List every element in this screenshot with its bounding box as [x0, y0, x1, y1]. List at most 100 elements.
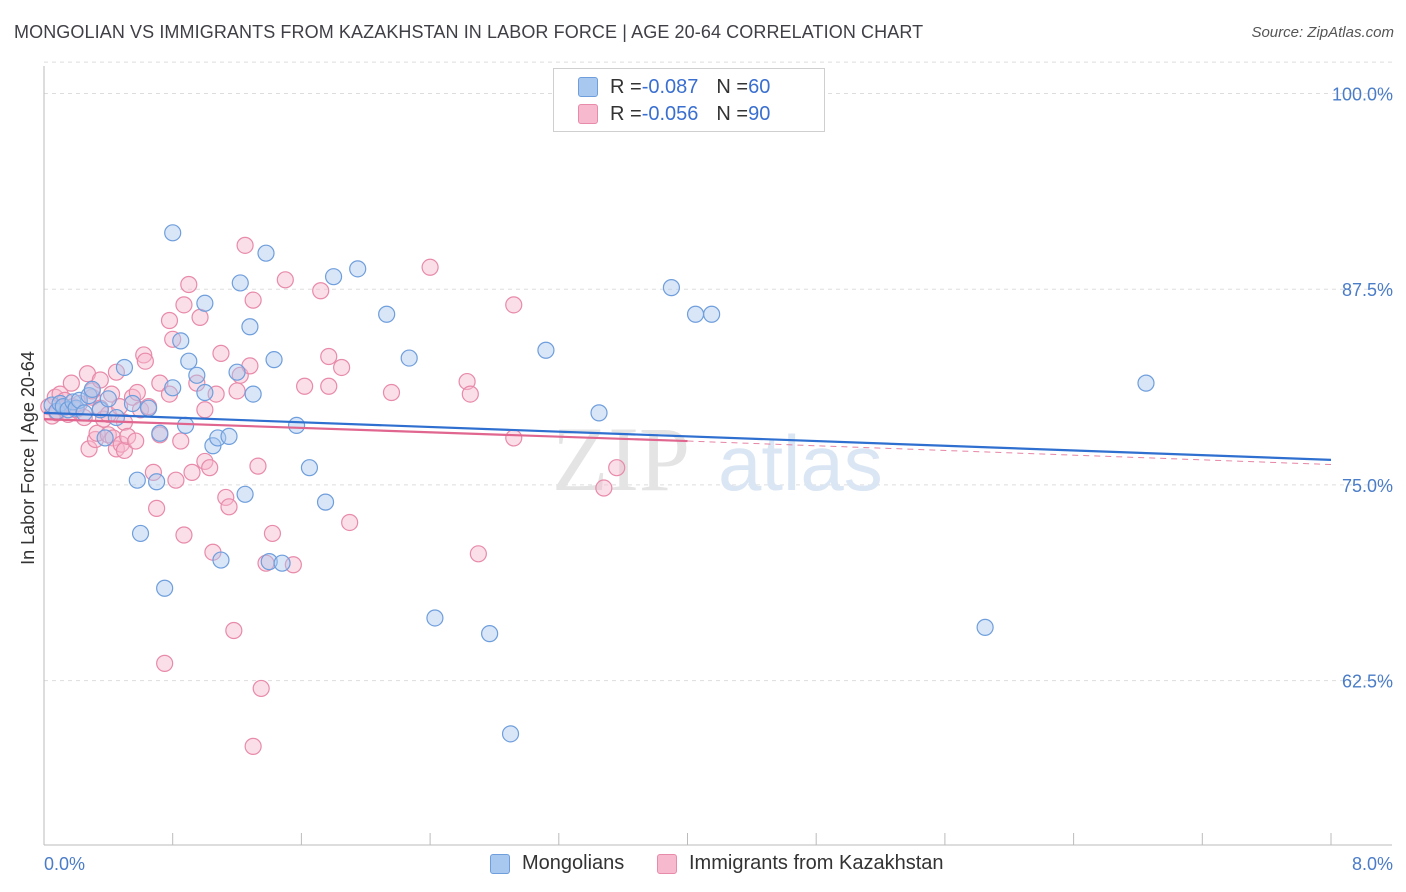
kazakhstan-point: [252, 679, 270, 698]
legend-label-kazakhstan: Immigrants from Kazakhstan: [689, 852, 944, 874]
mongolian-point: [481, 625, 499, 643]
kazakhstan-point: [220, 498, 238, 516]
mongolian-point: [196, 294, 214, 312]
kazakhstan-point: [135, 346, 153, 364]
kazakhstan-point: [183, 463, 201, 481]
mongolian-point: [180, 352, 198, 370]
kazakhstan-point: [62, 374, 80, 392]
mongolian-point: [244, 385, 262, 403]
legend-item-kazakhstan[interactable]: Immigrants from Kazakhstan: [657, 852, 944, 875]
trend-lines: [43, 411, 1332, 466]
kazakhstan-point: [151, 374, 169, 392]
legend-swatch-kazakhstan: [578, 104, 598, 124]
watermark: ZIP atlas: [552, 408, 883, 510]
kazakhstan-point: [99, 426, 117, 444]
mongolian-point: [220, 427, 238, 445]
chart-title: MONGOLIAN VS IMMIGRANTS FROM KAZAKHSTAN …: [14, 22, 924, 42]
kazakhstan-point: [320, 347, 338, 366]
mongolian-point: [349, 260, 367, 278]
mongolian-point: [172, 332, 190, 350]
mongolian-point: [501, 725, 520, 743]
mongolian-point: [287, 416, 306, 435]
kazakhstan-point: [236, 236, 254, 254]
legend-item-mongolians[interactable]: Mongolians: [490, 852, 624, 875]
source-credit: Source: ZipAtlas.com: [1251, 24, 1394, 41]
mongolian-point: [128, 471, 146, 489]
kazakhstan-point: [201, 459, 219, 477]
legend-r-value: -0.056: [641, 102, 699, 125]
trend-line-mongolians: [43, 411, 1332, 461]
mongolian-point: [164, 224, 182, 242]
mongolian-point: [115, 358, 134, 377]
legend-label-mongolians: Mongolians: [522, 852, 625, 874]
series-kazakhstan-points: [40, 236, 626, 755]
legend-n-label: N =: [716, 102, 749, 125]
legend-row-mongolians: R = -0.087 N = 60: [578, 75, 770, 99]
axes: [43, 66, 1392, 846]
mongolian-point: [176, 416, 195, 435]
kazakhstan-point: [144, 463, 162, 481]
mongolian-point: [156, 579, 174, 597]
kazakhstan-point: [217, 488, 235, 507]
kazakhstan-point: [127, 432, 145, 450]
mongolian-point: [378, 305, 396, 323]
kazakhstan-point: [172, 432, 190, 450]
kazakhstan-point: [148, 499, 166, 517]
kazakhstan-point: [128, 383, 146, 402]
mongolian-point: [590, 404, 608, 422]
mongolian-point: [164, 379, 182, 397]
kazakhstan-point: [160, 311, 179, 330]
mongolian-point: [148, 473, 166, 491]
legend-swatch-mongolians: [490, 853, 510, 874]
mongolian-point: [1137, 374, 1155, 392]
legend-r-value: -0.087: [641, 75, 699, 98]
mongolian-point: [75, 404, 93, 422]
mongolian-point: [236, 485, 254, 503]
mongolian-point: [260, 553, 278, 571]
y-axis-label: In Labor Force | Age 20-64: [18, 351, 38, 565]
mongolian-point: [703, 305, 721, 323]
mongolian-point: [96, 429, 114, 447]
y-tick-label: 87.5%: [1342, 280, 1393, 300]
legend-swatch-mongolians: [578, 77, 598, 97]
mongolian-point: [241, 318, 259, 336]
kazakhstan-point: [276, 271, 294, 289]
kazakhstan-point: [249, 457, 267, 475]
kazakhstan-point: [175, 526, 193, 544]
mongolian-point: [316, 493, 335, 511]
kazakhstan-point: [225, 621, 243, 640]
watermark-zip: ZIP: [552, 408, 690, 510]
kazakhstan-point: [123, 388, 142, 406]
kazakhstan-point: [80, 440, 98, 458]
kazakhstan-point: [119, 427, 137, 445]
kazakhstan-point: [461, 385, 479, 403]
kazakhstan-point: [115, 441, 134, 460]
legend-n-label: N =: [716, 75, 749, 98]
kazakhstan-point: [505, 296, 523, 314]
kazakhstan-point: [244, 291, 262, 309]
mongolian-point: [662, 279, 681, 297]
trend-line-kazakhstan: [43, 418, 688, 443]
mongolian-point: [976, 618, 994, 636]
kazakhstan-point: [505, 429, 523, 447]
stats-legend: R = -0.087 N = 60 R = -0.056 N = 90: [553, 68, 825, 132]
kazakhstan-point: [312, 282, 330, 300]
mongolian-point: [537, 341, 555, 359]
mongolian-point: [257, 244, 275, 262]
legend-r-label: R =: [610, 75, 642, 98]
legend-n-value: 60: [748, 75, 771, 98]
kazakhstan-point: [320, 377, 338, 395]
mongolian-point: [212, 551, 230, 569]
kazakhstan-point: [296, 377, 314, 395]
mongolian-point: [686, 305, 705, 323]
x-tick-label: 0.0%: [44, 854, 85, 874]
kazakhstan-point: [341, 513, 359, 532]
kazakhstan-point: [595, 479, 613, 497]
series-legend: Mongolians Immigrants from Kazakhstan: [0, 852, 1406, 878]
mongolian-point: [83, 380, 101, 398]
kazakhstan-point: [244, 737, 262, 755]
mongolian-point: [324, 268, 343, 286]
mongolian-point: [131, 524, 150, 543]
kazakhstan-point: [333, 358, 351, 377]
x-tick-label: 8.0%: [1352, 854, 1393, 874]
